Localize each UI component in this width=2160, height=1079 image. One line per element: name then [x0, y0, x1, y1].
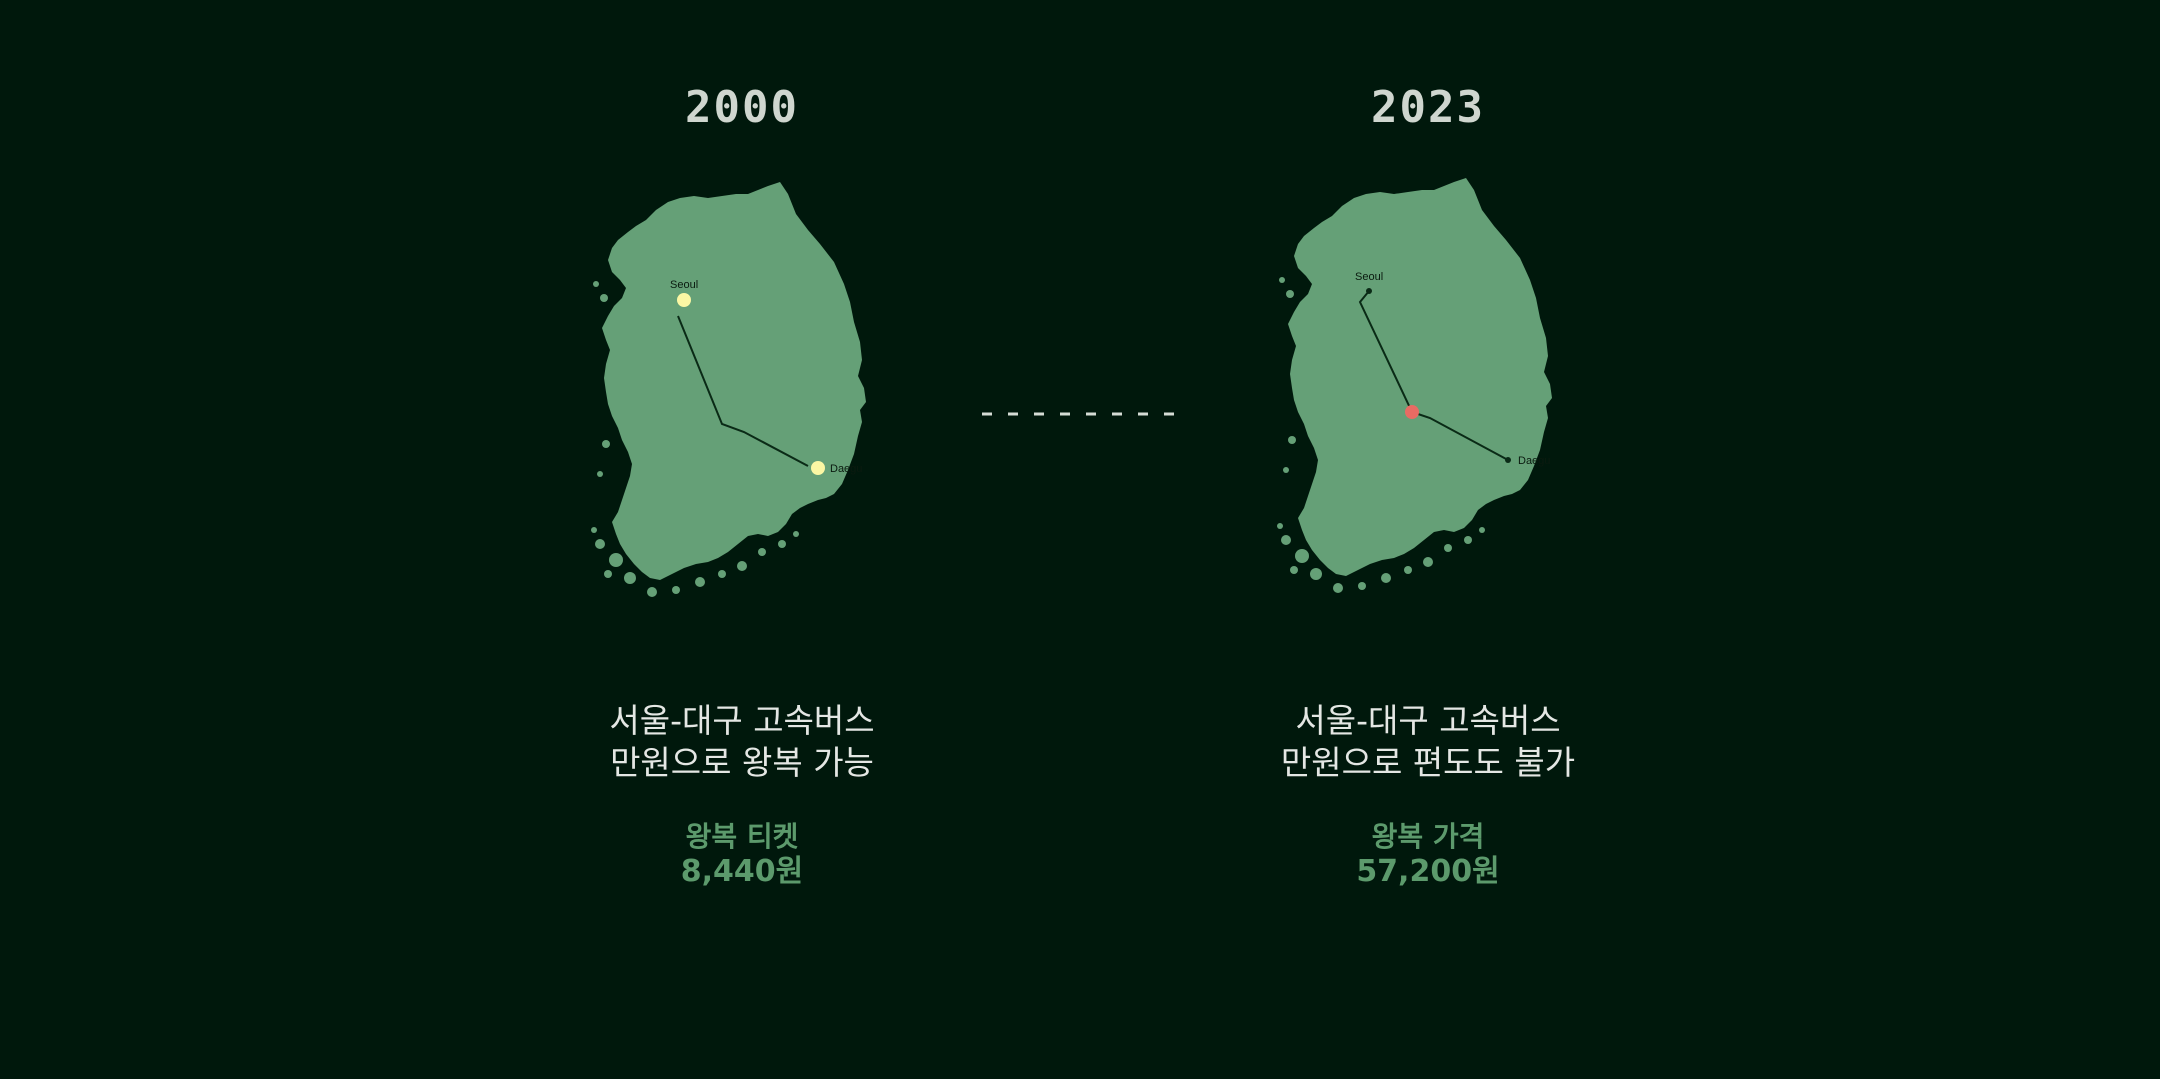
- korea-map: Seoul Daegu: [1168, 170, 1688, 660]
- headline-line-1: 서울-대구 고속버스: [1295, 701, 1561, 740]
- year-heading: 2023: [1371, 82, 1485, 133]
- seoul-marker: [677, 293, 691, 307]
- year-heading: 2000: [685, 82, 799, 133]
- price-value: 8,440원: [680, 854, 804, 889]
- seoul-label: Seoul: [1355, 271, 1383, 283]
- headline: 서울-대구 고속버스 만원으로 왕복 가능: [482, 700, 1002, 784]
- breakpoint-marker: [1405, 405, 1419, 419]
- korea-map: Seoul Daegu: [482, 170, 1002, 660]
- panel-2000: 2000 Seoul Daegu 서울-대구 고속버스 만원으로 왕복 가능 왕…: [482, 0, 1002, 1079]
- route-line: [677, 315, 809, 467]
- headline-line-1: 서울-대구 고속버스: [609, 701, 875, 740]
- seoul-marker: [1366, 288, 1372, 294]
- daegu-marker: [1505, 457, 1511, 463]
- headline: 서울-대구 고속버스 만원으로 편도도 불가: [1168, 700, 1688, 784]
- seoul-label: Seoul: [670, 279, 698, 291]
- dashed-connector: [982, 412, 1178, 416]
- daegu-label: Daegu: [1518, 455, 1550, 467]
- price-value: 57,200원: [1356, 854, 1500, 889]
- panel-2023: 2023 Seoul Daegu 서울-대구 고속버스 만원으로 편도도 불가 …: [1168, 0, 1688, 1079]
- price-label: 왕복 가격: [1371, 820, 1485, 853]
- headline-line-2: 만원으로 편도도 불가: [1280, 743, 1576, 782]
- headline-line-2: 만원으로 왕복 가능: [610, 743, 874, 782]
- korea-landmass: [1277, 178, 1552, 593]
- daegu-label: Daegu: [830, 463, 862, 475]
- daegu-marker: [811, 461, 825, 475]
- korea-landmass: [591, 182, 866, 597]
- price-label: 왕복 티켓: [685, 820, 799, 853]
